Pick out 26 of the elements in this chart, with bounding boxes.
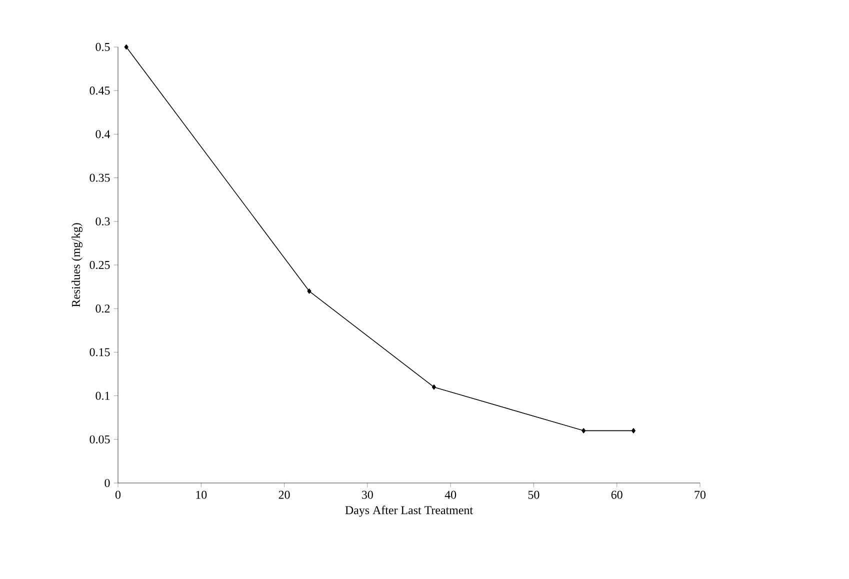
x-tick-label: 0 xyxy=(115,490,121,499)
y-tick-label: 0.35 xyxy=(90,174,110,182)
point xyxy=(631,428,636,434)
x-tick-label: 50 xyxy=(528,490,540,499)
point xyxy=(582,428,586,434)
x-tick-label: 30 xyxy=(362,490,373,499)
point xyxy=(432,384,436,390)
point xyxy=(124,44,128,50)
x-axis-title: Days After Last Treatment xyxy=(345,506,473,517)
y-tick-label: 0.45 xyxy=(90,86,110,95)
x-tick-label: 20 xyxy=(278,490,290,499)
y-tick-label: 0 xyxy=(104,478,110,488)
y-tick-label: 0.3 xyxy=(96,217,110,226)
y-tick-label: 0.5 xyxy=(96,42,110,52)
y-tick-label: 0.2 xyxy=(96,304,110,313)
y-axis-title: Residues (mg/kg) xyxy=(72,223,82,307)
y-tick-label: 0.4 xyxy=(96,130,110,138)
x-tick-label: 10 xyxy=(196,490,207,499)
x-tick-label: 70 xyxy=(694,490,706,499)
y-tick-label: 0.15 xyxy=(90,348,110,356)
x-tick-label: 40 xyxy=(444,490,456,499)
y-tick-label: 0.1 xyxy=(96,392,110,400)
y-tick-label: 0.05 xyxy=(90,435,110,444)
point xyxy=(307,288,312,294)
y-tick-label: 0.25 xyxy=(90,260,110,270)
x-tick-label: 60 xyxy=(611,490,622,499)
